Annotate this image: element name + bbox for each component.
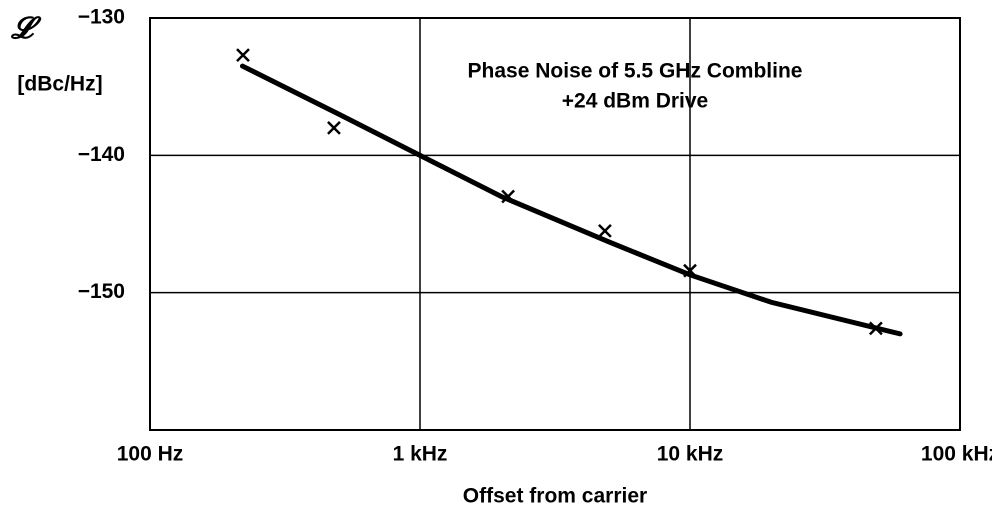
y-label: [dBc/Hz] <box>17 73 102 96</box>
chart-subtitle: +24 dBm Drive <box>562 90 709 113</box>
x-label: Offset from carrier <box>463 485 647 508</box>
data-point <box>501 189 515 204</box>
x-tick-label: 100 Hz <box>117 443 184 466</box>
y-tick-label: −130 <box>78 6 125 29</box>
data-point <box>598 223 612 238</box>
x-tick-label: 10 kHz <box>657 443 724 466</box>
x-tick-label: 1 kHz <box>393 443 448 466</box>
data-point <box>683 263 697 278</box>
y-symbol: 𝓛 <box>10 11 42 46</box>
y-tick-label: −140 <box>78 143 125 166</box>
data-point <box>236 48 250 62</box>
y-tick-label: −150 <box>78 280 125 303</box>
x-tick-label: 100 kHz <box>921 443 992 466</box>
data-point <box>868 321 883 336</box>
chart-title: Phase Noise of 5.5 GHz Combline <box>468 60 803 83</box>
curve <box>239 63 903 337</box>
data-point <box>327 120 341 135</box>
